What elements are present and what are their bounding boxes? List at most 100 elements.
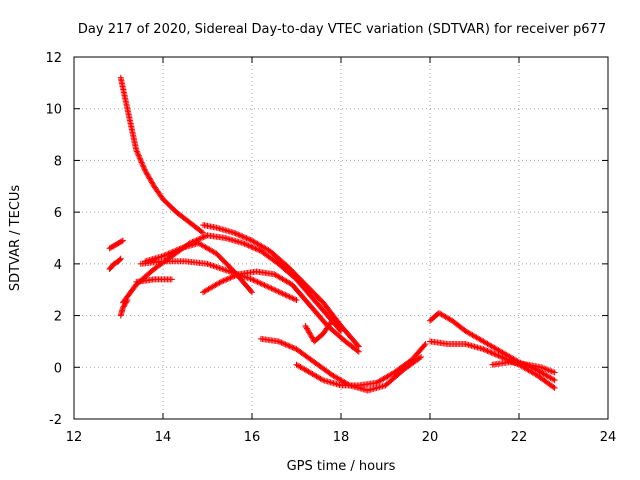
data-point <box>538 364 545 371</box>
data-point <box>207 261 214 268</box>
data-point <box>254 278 261 285</box>
x-tick-label: 22 <box>511 430 528 445</box>
data-point <box>550 368 557 375</box>
chart-title: Day 217 of 2020, Sidereal Day-to-day VTE… <box>78 22 606 37</box>
data-point <box>287 294 294 301</box>
data-point <box>249 244 256 251</box>
data-point <box>355 343 362 350</box>
data-point <box>290 344 297 351</box>
data-point <box>279 290 286 297</box>
data-point <box>261 282 268 289</box>
data-point <box>253 278 260 285</box>
data-point <box>283 292 290 299</box>
data-point <box>124 297 131 304</box>
data-point <box>139 160 146 167</box>
x-tick-label: 18 <box>333 430 350 445</box>
data-point <box>242 234 249 241</box>
data-point <box>285 293 292 300</box>
data-point <box>211 263 218 270</box>
data-point <box>293 297 300 304</box>
data-point <box>122 299 129 306</box>
data-point <box>168 276 175 283</box>
data-point <box>117 255 124 262</box>
data-point <box>258 280 265 287</box>
data-point <box>214 264 221 271</box>
data-point <box>239 233 246 240</box>
data-point <box>230 273 237 280</box>
data-point <box>551 369 558 376</box>
data-point <box>142 169 149 176</box>
data-point <box>354 347 361 354</box>
data-point <box>219 278 226 285</box>
data-point <box>235 231 242 238</box>
data-point <box>274 288 281 295</box>
data-points <box>106 74 558 394</box>
data-point <box>277 339 284 346</box>
data-point <box>542 366 549 373</box>
data-point <box>119 304 126 311</box>
data-point <box>245 242 252 249</box>
data-point <box>141 166 148 173</box>
data-point <box>116 256 123 263</box>
data-point <box>196 235 203 242</box>
data-point <box>142 167 149 174</box>
data-point <box>265 284 272 291</box>
data-point <box>144 171 151 178</box>
data-point <box>246 243 253 250</box>
data-point <box>205 261 212 268</box>
data-point <box>146 175 153 182</box>
data-point <box>306 329 313 336</box>
data-point <box>308 333 315 340</box>
data-point <box>275 288 282 295</box>
data-point <box>197 235 204 242</box>
data-point <box>545 367 552 374</box>
data-point <box>223 267 230 274</box>
data-point <box>487 349 494 356</box>
y-tick-label: 12 <box>45 51 62 66</box>
data-point <box>232 230 239 237</box>
data-point <box>355 348 362 355</box>
data-point <box>480 346 487 353</box>
data-point <box>133 148 140 155</box>
data-point <box>147 176 154 183</box>
data-point <box>216 279 223 286</box>
data-point <box>228 274 235 281</box>
data-point <box>422 341 429 348</box>
data-point <box>231 272 238 279</box>
data-point <box>547 367 554 374</box>
data-point <box>135 152 142 159</box>
data-point <box>148 179 155 186</box>
data-point <box>337 326 344 333</box>
data-point <box>548 368 555 375</box>
data-point <box>309 334 316 341</box>
data-point <box>483 347 490 354</box>
data-point <box>290 295 297 302</box>
data-point <box>272 287 279 294</box>
data-point <box>137 156 144 163</box>
data-point <box>173 247 180 254</box>
data-point <box>247 236 254 243</box>
data-point <box>216 264 223 271</box>
data-point <box>303 325 310 332</box>
data-point <box>241 240 248 247</box>
data-point <box>269 286 276 293</box>
data-point <box>282 291 289 298</box>
data-point <box>162 251 169 258</box>
y-tick-label: 8 <box>54 154 62 169</box>
data-point <box>176 245 183 252</box>
data-point <box>302 322 309 329</box>
data-point <box>283 342 290 349</box>
data-point <box>418 353 425 360</box>
y-tick-label: 4 <box>54 258 62 273</box>
data-point <box>338 328 344 335</box>
data-point <box>253 246 260 253</box>
data-point <box>222 267 229 274</box>
data-point <box>194 236 201 243</box>
data-point <box>243 235 250 242</box>
y-tick-label: 10 <box>45 103 62 118</box>
data-point <box>251 277 258 284</box>
y-tick-label: 0 <box>54 361 62 376</box>
data-point <box>225 268 232 275</box>
